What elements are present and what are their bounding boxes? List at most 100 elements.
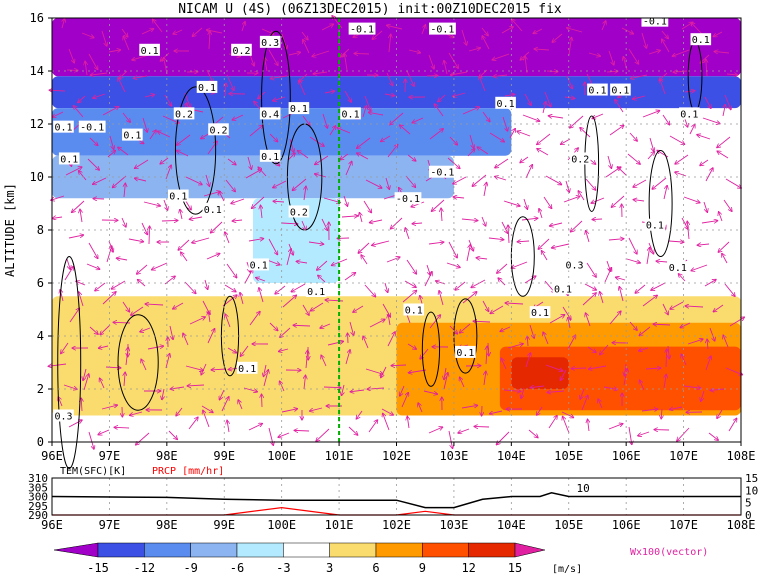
wind-vector — [192, 27, 203, 37]
wind-vector — [509, 128, 515, 139]
contour-label: -0.1 — [350, 25, 374, 36]
wind-vector — [131, 306, 144, 315]
wind-vector — [210, 221, 223, 233]
wind-vector — [88, 431, 94, 449]
wind-vector — [642, 111, 660, 118]
shade-region — [252, 198, 340, 283]
contour-line — [57, 256, 82, 469]
wind-vector — [719, 212, 723, 222]
wind-vector — [318, 275, 326, 283]
y-tick-label-right: 0 — [745, 509, 752, 522]
wind-vector — [296, 261, 308, 263]
shade-region — [52, 155, 454, 199]
wind-vector — [709, 327, 715, 341]
wind-vector — [647, 151, 655, 160]
wind-vector — [482, 300, 489, 312]
wind-vector — [101, 405, 118, 410]
x-tick-label: 106E — [612, 449, 641, 463]
wind-vector — [108, 50, 121, 52]
wind-vector — [273, 201, 285, 202]
colorbar-swatch — [190, 542, 238, 558]
wind-vector — [408, 369, 427, 373]
wind-vector — [87, 158, 99, 170]
wind-vector — [347, 333, 348, 344]
colorbar-swatch — [375, 542, 423, 558]
wind-vector — [302, 304, 309, 315]
wind-vector — [424, 272, 432, 287]
wind-vector — [152, 19, 163, 33]
contour-label-box — [259, 149, 281, 162]
wind-vector — [102, 107, 119, 116]
wind-vector — [664, 374, 666, 389]
wind-vector — [238, 400, 243, 410]
wind-vector — [114, 427, 130, 428]
wind-vector — [629, 321, 637, 330]
wind-vector — [134, 159, 149, 168]
wind-vector — [705, 356, 711, 371]
wind-vector — [725, 178, 741, 188]
colorbar-swatch — [422, 542, 469, 558]
wind-vector — [162, 388, 164, 400]
wind-vector — [309, 407, 323, 411]
contour-line — [174, 86, 217, 215]
wind-vector — [498, 278, 506, 286]
wind-vector — [293, 325, 311, 326]
wind-vector — [501, 27, 513, 34]
wind-vector — [525, 164, 532, 179]
wind-vector — [441, 208, 442, 222]
wind-vector — [521, 218, 538, 220]
wind-vector — [86, 263, 100, 269]
wind-vector — [714, 51, 730, 53]
contour-label-box — [196, 80, 218, 93]
colorbar-swatch — [144, 542, 191, 558]
wind-vector — [388, 314, 390, 326]
wind-vector — [482, 36, 490, 50]
wind-vector — [361, 255, 368, 265]
contour-label-box — [564, 258, 585, 271]
wind-vector — [673, 71, 688, 72]
wind-vector — [368, 420, 378, 433]
wind-vector — [69, 308, 80, 323]
wind-vector — [467, 149, 475, 157]
wind-vector — [68, 235, 84, 239]
wind-vector — [691, 264, 708, 271]
contour-label-box — [340, 107, 361, 120]
wind-vector — [62, 18, 65, 29]
wind-vector — [723, 335, 729, 348]
wind-vector — [206, 253, 220, 260]
wind-vector — [169, 325, 173, 340]
wind-vector — [702, 117, 720, 124]
contour-label: 0.1 — [692, 35, 710, 46]
wind-vector — [604, 267, 612, 283]
contour-line — [421, 311, 441, 387]
wind-vector — [329, 126, 336, 136]
wind-vector — [407, 416, 409, 429]
wind-vector — [188, 417, 198, 430]
wind-vector — [412, 223, 423, 224]
wind-vector — [570, 115, 584, 128]
annotation: 10 — [576, 482, 589, 495]
wind-vector — [462, 107, 480, 115]
wind-vector — [345, 350, 350, 365]
wind-vector — [275, 285, 286, 294]
wind-vector — [331, 258, 348, 265]
wind-vector — [222, 295, 237, 307]
wind-vector — [479, 76, 486, 92]
wind-vector — [567, 28, 583, 33]
wind-vector — [313, 72, 328, 74]
wind-vector — [462, 292, 477, 304]
wind-vector — [598, 399, 603, 409]
contour-label: 0.3 — [565, 260, 583, 271]
wind-vector — [608, 239, 624, 240]
wind-vectors — [48, 16, 744, 450]
wind-vector — [301, 220, 306, 230]
wind-vector — [656, 261, 668, 262]
wind-vector — [406, 70, 414, 86]
contour-label: 0.2 — [232, 46, 250, 57]
wind-vector — [232, 220, 243, 221]
wind-vector — [429, 129, 443, 140]
wind-vector — [685, 306, 704, 307]
contour-label-box — [403, 303, 425, 316]
wind-vector — [63, 384, 77, 389]
wind-vector — [118, 78, 126, 93]
